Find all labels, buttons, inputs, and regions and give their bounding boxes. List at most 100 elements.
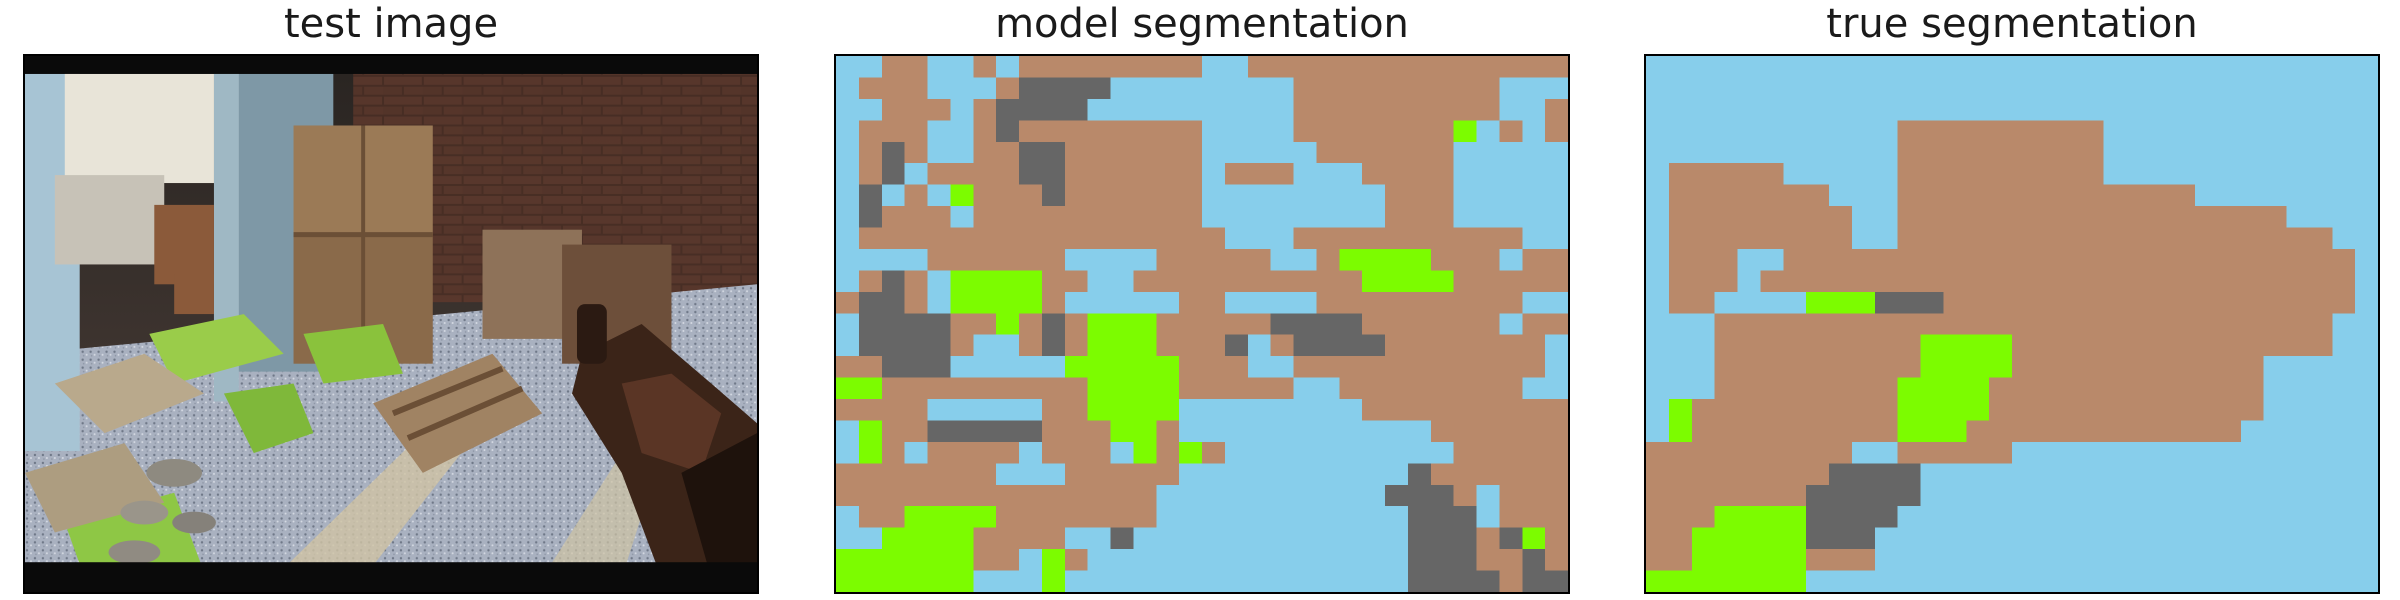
segment-cell (1156, 163, 1180, 186)
segment-cell (1362, 120, 1386, 143)
segment-cell (1110, 549, 1134, 572)
segment-cell (1453, 98, 1478, 121)
segment-cell (2355, 420, 2378, 443)
segment-cell (1851, 163, 1876, 186)
segment-cell (1453, 441, 1478, 464)
segment-cell (996, 291, 1020, 314)
segment-cell (1851, 549, 1876, 572)
segment-cell (1270, 291, 1295, 314)
segment-cell (2080, 141, 2105, 164)
segment-cell (1966, 77, 1990, 100)
segment-cell (1110, 98, 1134, 121)
segment-cell (1646, 399, 1670, 422)
segment-cell (1385, 141, 1409, 164)
segment-cell (2012, 441, 2036, 464)
segment-cell (1293, 141, 1317, 164)
segment-cell (2217, 206, 2242, 229)
segment-cell (1362, 291, 1386, 314)
segment-cell (2263, 441, 2288, 464)
segment-cell (1714, 120, 1739, 143)
segment-cell (2012, 270, 2036, 293)
segment-cell (2195, 184, 2219, 207)
segment-cell (1691, 549, 1716, 572)
segment-cell (1293, 56, 1317, 79)
segment-cell (1247, 163, 1272, 186)
segment-cell (1691, 120, 1716, 143)
segment-cell (1156, 141, 1180, 164)
segment-cell (1920, 248, 1944, 271)
segment-cell (2057, 206, 2082, 229)
segment-cell (1453, 463, 1478, 486)
segment-cell (1476, 206, 1500, 229)
segment-cell (1339, 141, 1363, 164)
segment-cell (2240, 549, 2265, 572)
segment-cell (836, 163, 860, 186)
segment-cell (1668, 463, 1693, 486)
segment-cell (1737, 313, 1761, 336)
segment-cell (1453, 56, 1478, 79)
segment-cell (1041, 291, 1066, 314)
segment-cell (1385, 248, 1409, 271)
segment-cell (1156, 206, 1180, 229)
segment-cell (1545, 77, 1568, 100)
segment-cell (1851, 120, 1876, 143)
segment-cell (1293, 527, 1317, 550)
segment-cell (1783, 163, 1807, 186)
segment-cell (1087, 506, 1112, 529)
segment-cell (1430, 120, 1455, 143)
segment-cell (2012, 570, 2036, 592)
segment-cell (2172, 270, 2196, 293)
segment-cell (1110, 206, 1134, 229)
segment-cell (1087, 56, 1112, 79)
segment-cell (1339, 313, 1363, 336)
segment-cell (1407, 527, 1432, 550)
segment-cell (1041, 141, 1066, 164)
segment-cell (1760, 141, 1784, 164)
segment-cell (1966, 356, 1990, 379)
segment-cell (1737, 227, 1761, 250)
segment-cell (1316, 463, 1340, 486)
segment-cell (1407, 463, 1432, 486)
segment-cell (1110, 163, 1134, 186)
segment-cell (2012, 227, 2036, 250)
segment-cell (950, 141, 974, 164)
segment-cell (1064, 420, 1089, 443)
segment-cell (1989, 441, 2013, 464)
segment-cell (2012, 506, 2036, 529)
segment-cell (2195, 206, 2219, 229)
segment-cell (2172, 441, 2196, 464)
segment-cell (881, 356, 906, 379)
segment-cell (1646, 334, 1670, 357)
segment-cell (1362, 356, 1386, 379)
segment-cell (2080, 184, 2105, 207)
segment-cell (1897, 291, 1922, 314)
segment-cell (2240, 163, 2265, 186)
segment-cell (1179, 463, 1203, 486)
segment-cell (1499, 506, 1523, 529)
segment-cell (1316, 399, 1340, 422)
segment-cell (1316, 506, 1340, 529)
segment-cell (2034, 120, 2059, 143)
segment-cell (1760, 291, 1784, 314)
segment-cell (858, 399, 883, 422)
segment-cell (2355, 56, 2378, 79)
segment-cell (996, 98, 1020, 121)
segment-cell (927, 549, 951, 572)
segment-cell (1646, 227, 1670, 250)
segment-cell (1019, 227, 1043, 250)
segment-cell (1064, 377, 1089, 400)
segment-cell (2149, 227, 2173, 250)
segment-cell (2263, 334, 2288, 357)
segment-cell (996, 441, 1020, 464)
segment-cell (1851, 227, 1876, 250)
segment-cell (1499, 399, 1523, 422)
segment-cell (1851, 570, 1876, 592)
segment-cell (1783, 441, 1807, 464)
segment-cell (1499, 549, 1523, 572)
segment-cell (2309, 206, 2333, 229)
segment-cell (1760, 484, 1784, 507)
segment-cell (1691, 356, 1716, 379)
segment-cell (1362, 441, 1386, 464)
segment-cell (881, 549, 906, 572)
segment-cell (858, 77, 883, 100)
